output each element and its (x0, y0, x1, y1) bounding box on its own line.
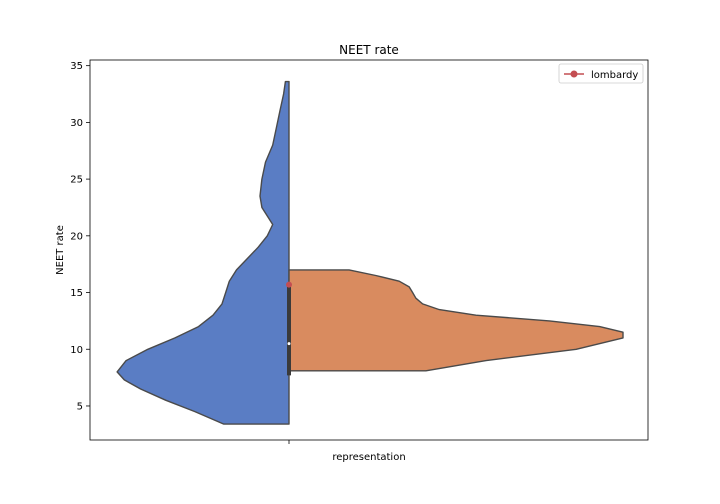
legend: lombardy (558, 63, 644, 84)
violin-bodies (116, 80, 624, 425)
legend-point-marker (570, 70, 578, 78)
violin-right (288, 269, 624, 372)
y-tick-label: 35 (70, 61, 83, 72)
violin-left (116, 80, 290, 425)
chart-title: NEET rate (339, 43, 399, 57)
x-category-label: representation (332, 452, 405, 463)
y-tick-label: 25 (70, 175, 83, 186)
y-axis-title: NEET rate (55, 225, 66, 275)
y-tick-label: 10 (70, 345, 83, 356)
y-tick-label: 20 (70, 231, 83, 242)
median-marker (287, 342, 291, 346)
y-tick-label: 30 (70, 118, 83, 129)
y-tick-label: 5 (77, 401, 83, 412)
y-axis: 5 10 15 20 25 30 35 (70, 61, 90, 412)
x-axis: representation (288, 440, 406, 463)
y-tick-label: 15 (70, 288, 83, 299)
highlight-point-lombardy (286, 281, 292, 288)
box-overlay (286, 281, 292, 376)
legend-label-lombardy: lombardy (591, 70, 638, 81)
legend-frame (558, 63, 644, 84)
